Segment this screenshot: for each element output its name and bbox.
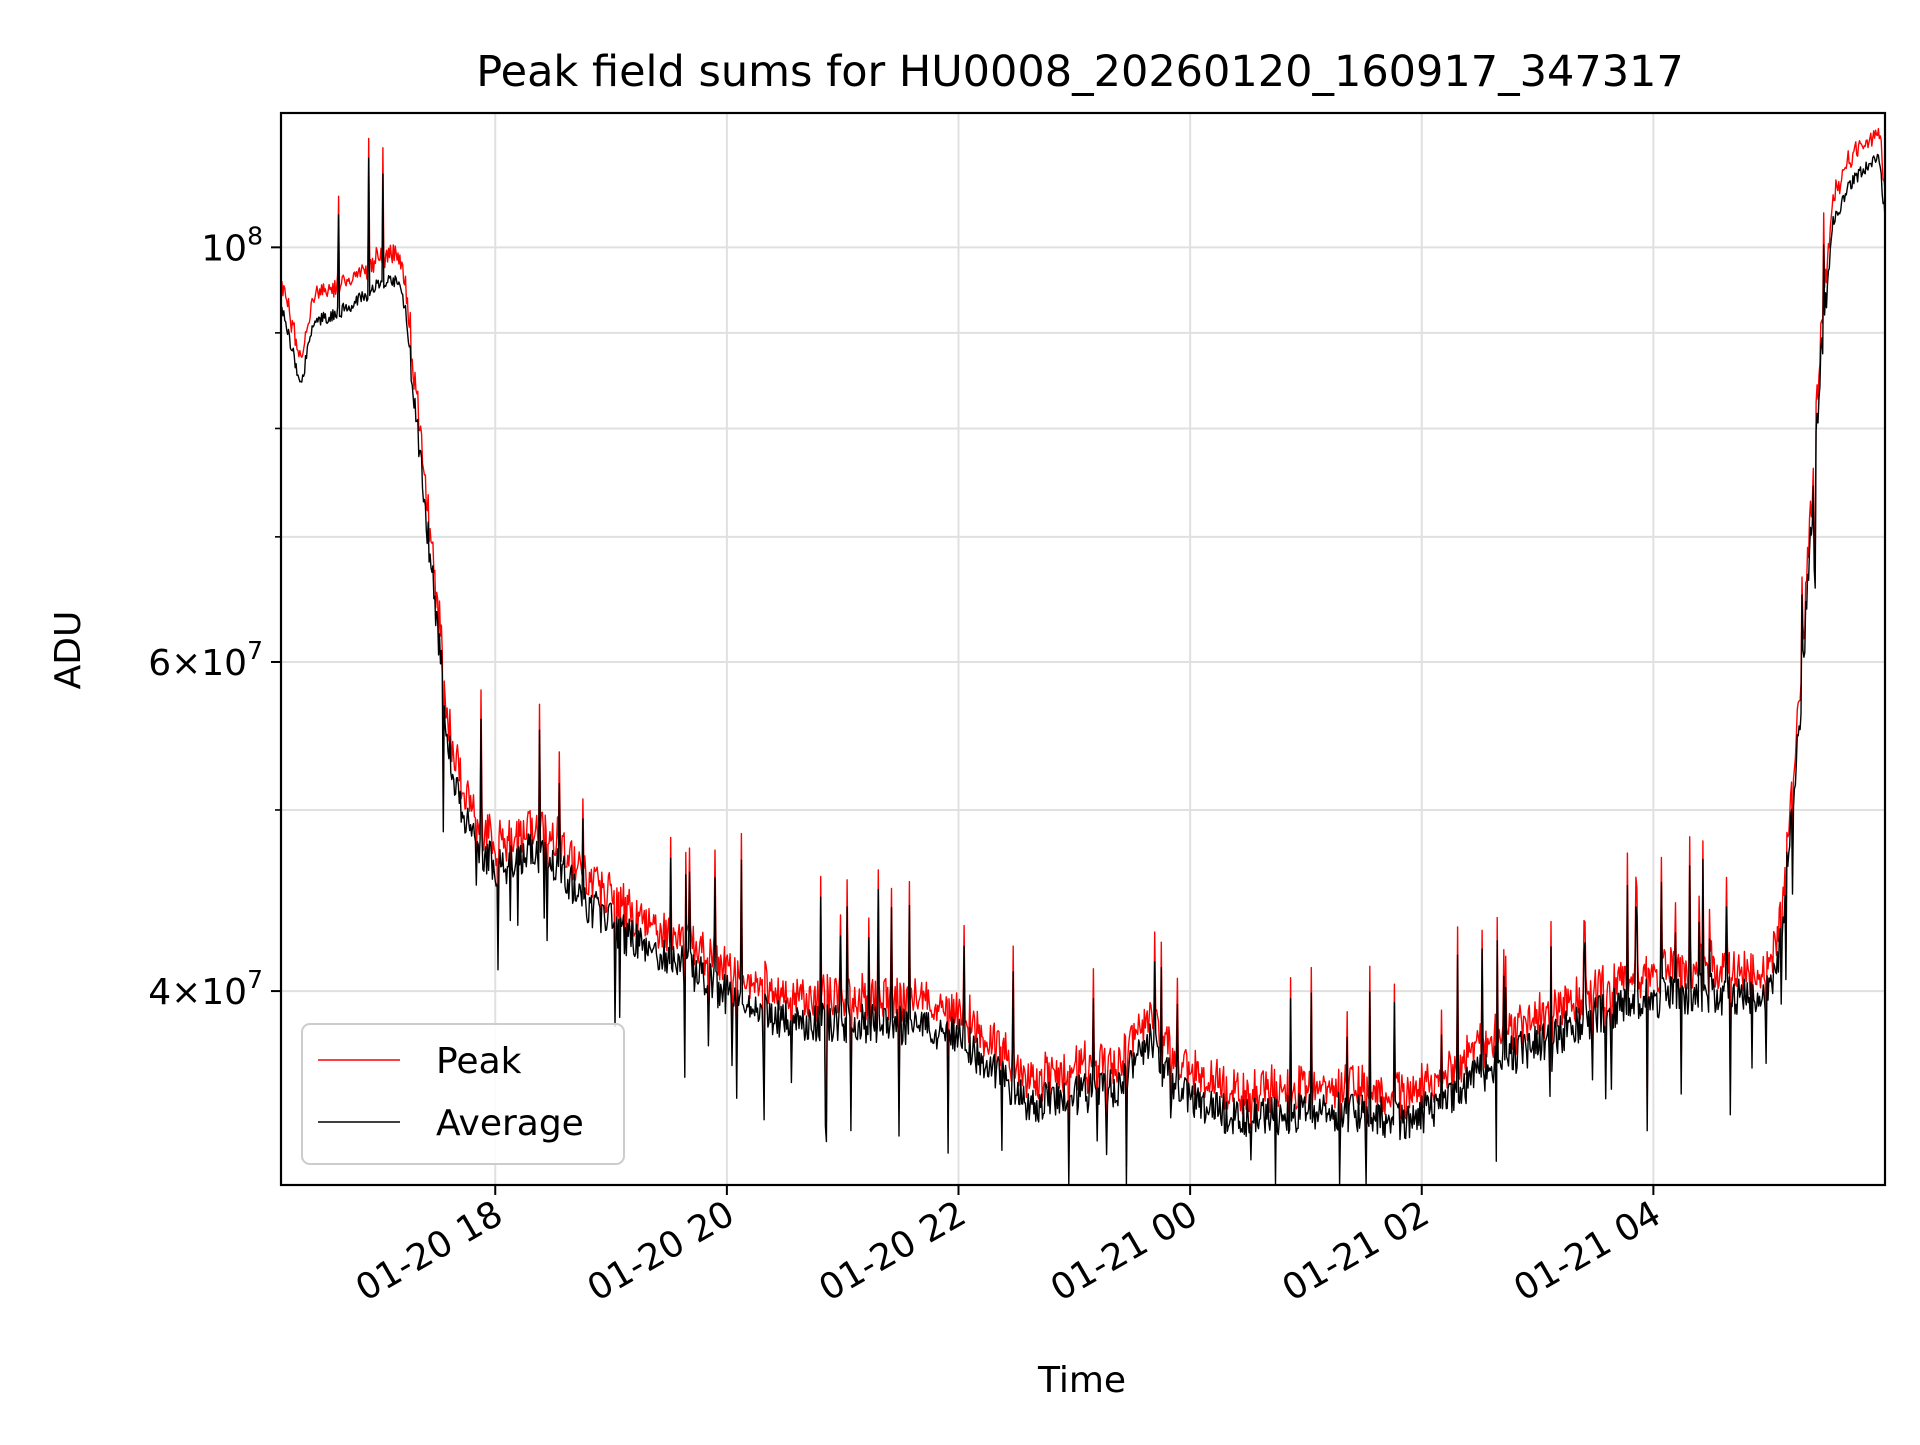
series-average-line	[280, 153, 1886, 1185]
legend: Peak Average	[301, 1023, 625, 1165]
legend-box	[301, 1023, 625, 1165]
legend-average-label: Average	[436, 1103, 584, 1144]
legend-peak-label: Peak	[436, 1041, 522, 1082]
y-tick-label: 4×107	[148, 965, 263, 1013]
y-tick-label: 108	[201, 221, 263, 269]
series-peak-line	[280, 127, 1886, 1167]
y-tick-label: 6×107	[148, 636, 263, 684]
x-axis-label: Time	[1037, 1360, 1126, 1401]
y-axis: 4×107 6×107 108	[148, 221, 281, 1013]
plot-lines	[280, 127, 1886, 1185]
chart-title: Peak field sums for HU0008_20260120_1609…	[476, 47, 1684, 97]
y-axis-label: ADU	[48, 611, 89, 690]
plot-frame	[279, 111, 1887, 1187]
